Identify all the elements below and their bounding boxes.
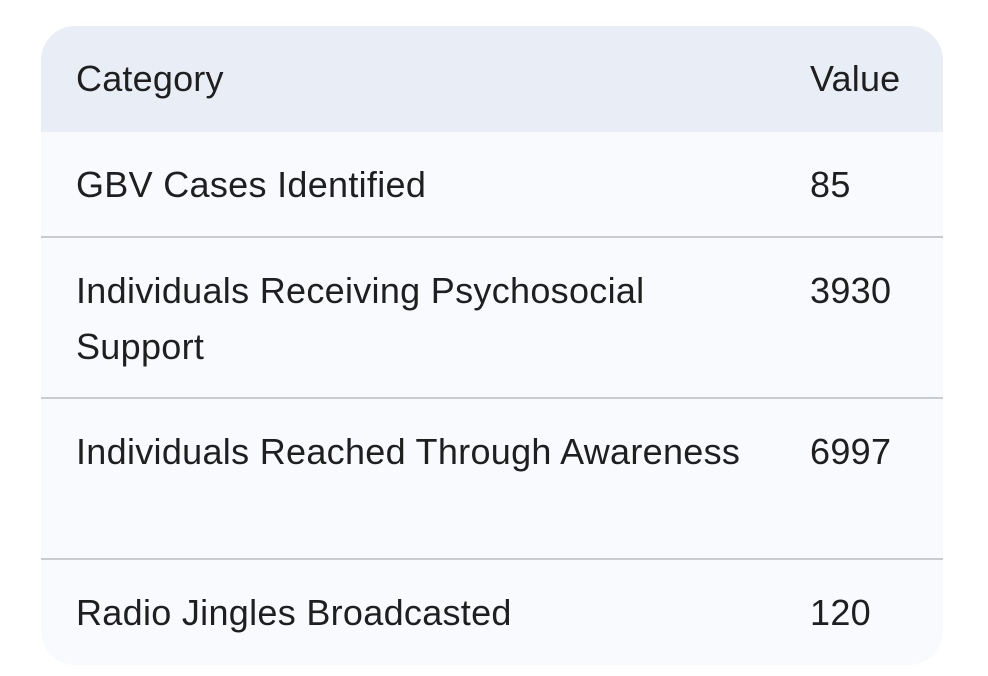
category-cell: Individuals Reached Through Awareness xyxy=(76,431,741,472)
data-table: Category Value GBV Cases Identified 85 I… xyxy=(41,26,943,664)
table-header: Category Value xyxy=(41,26,943,132)
table-row: Individuals Receiving Psychosocial Suppo… xyxy=(41,237,943,398)
column-header-category[interactable]: Category xyxy=(76,58,224,99)
column-header-value[interactable]: Value xyxy=(810,58,901,99)
value-cell: 6997 xyxy=(810,431,892,472)
value-cell: 3930 xyxy=(810,270,892,311)
table-row: Individuals Reached Through Awareness 69… xyxy=(41,398,943,559)
value-cell: 85 xyxy=(810,164,851,205)
category-cell: GBV Cases Identified xyxy=(76,164,427,205)
value-cell: 120 xyxy=(810,592,871,633)
table-body: GBV Cases Identified 85 Individuals Rece… xyxy=(41,132,943,664)
category-cell: Radio Jingles Broadcasted xyxy=(76,592,512,633)
data-table-card: Category Value GBV Cases Identified 85 I… xyxy=(41,26,943,665)
table-row: Radio Jingles Broadcasted 120 xyxy=(41,559,943,664)
header-row: Category Value xyxy=(41,26,943,132)
table-row: GBV Cases Identified 85 xyxy=(41,132,943,237)
category-cell: Individuals Receiving Psychosocial Suppo… xyxy=(76,270,645,367)
